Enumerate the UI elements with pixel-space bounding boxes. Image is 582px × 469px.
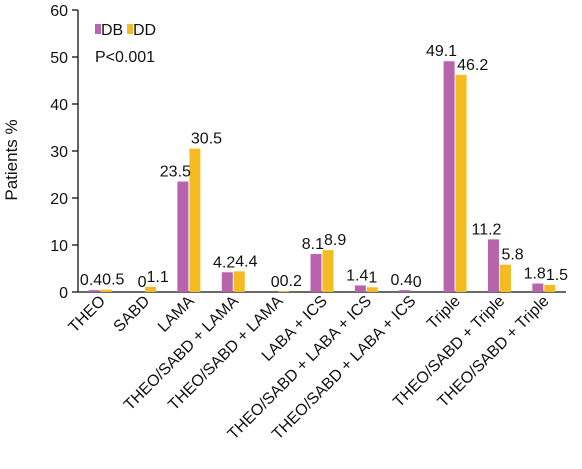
y-tick-label: 50 <box>50 50 68 67</box>
bar-db <box>221 272 233 292</box>
bar-dd <box>455 74 467 292</box>
bar-db <box>310 253 322 292</box>
value-labels: 0.4 0.5 0 1.123.530.54.2 4.40 0.28.1 8.91.4 1 0.… <box>80 43 568 291</box>
value-label-dd: 0 <box>413 274 422 291</box>
bar-dd <box>322 250 334 292</box>
bar-dd <box>278 291 290 292</box>
bar-dd <box>499 264 511 292</box>
bar-db <box>443 61 455 293</box>
y-tick-label: 20 <box>50 191 68 208</box>
x-tick-label: Triple <box>424 293 464 333</box>
value-label-dd: 4.4 <box>235 253 257 270</box>
x-tick-label: SABD <box>111 293 154 336</box>
bar-db <box>532 283 544 292</box>
bar-db <box>487 239 499 292</box>
value-label-dd: 8.9 <box>324 232 346 249</box>
bar-dd <box>189 148 201 292</box>
y-tick-label: 10 <box>50 238 68 255</box>
legend: DB DD <box>95 22 156 39</box>
value-label-dd: 1.1 <box>147 269 169 286</box>
value-label-db: 8.1 <box>302 236 324 253</box>
value-label-dd: 0.2 <box>280 273 302 290</box>
bars <box>88 61 556 293</box>
value-label-db: 23.5 <box>160 164 191 181</box>
x-tick-label: THEO <box>66 293 109 336</box>
bar-db <box>354 285 366 292</box>
legend-label-dd: DD <box>133 22 156 39</box>
value-label-dd: 46.2 <box>457 57 488 74</box>
bar-db <box>399 290 411 292</box>
bar-db <box>177 181 189 292</box>
legend-swatch-dd <box>127 24 133 34</box>
bar-dd <box>544 284 556 292</box>
bar-dd <box>145 286 157 292</box>
bar-dd <box>366 287 378 292</box>
bar-dd <box>100 289 112 292</box>
value-label-dd: 0.5 <box>102 272 124 289</box>
value-label-db: 1.8 <box>524 266 546 283</box>
value-label-db: 1.4 <box>346 267 368 284</box>
y-ticks: 0 10 20 30 40 50 60 <box>50 3 78 302</box>
value-label-db: 0.4 <box>390 272 412 289</box>
value-label-db: 0.4 <box>80 272 102 289</box>
legend-label-db: DB <box>101 22 123 39</box>
value-label-db: 49.1 <box>426 43 457 60</box>
y-tick-label: 40 <box>50 97 68 114</box>
legend-swatch-db <box>95 24 101 34</box>
value-label-dd: 1 <box>368 269 377 286</box>
bar-dd <box>233 271 245 292</box>
p-value-annotation: P<0.001 <box>95 49 155 66</box>
value-label-dd: 5.8 <box>501 247 523 264</box>
y-tick-label: 60 <box>50 3 68 20</box>
value-label-db: 11.2 <box>472 221 502 238</box>
value-label-db: 4.2 <box>213 254 235 271</box>
value-label-dd: 1.5 <box>546 267 568 284</box>
bar-db <box>88 290 100 292</box>
value-label-db: 0 <box>138 274 147 291</box>
y-tick-label: 30 <box>50 144 68 161</box>
x-tick-label: LAMA <box>155 293 198 336</box>
y-axis-title: Patients % <box>2 119 21 200</box>
y-tick-label: 0 <box>59 285 68 302</box>
value-label-db: 0 <box>271 274 280 291</box>
value-label-dd: 30.5 <box>191 131 222 148</box>
